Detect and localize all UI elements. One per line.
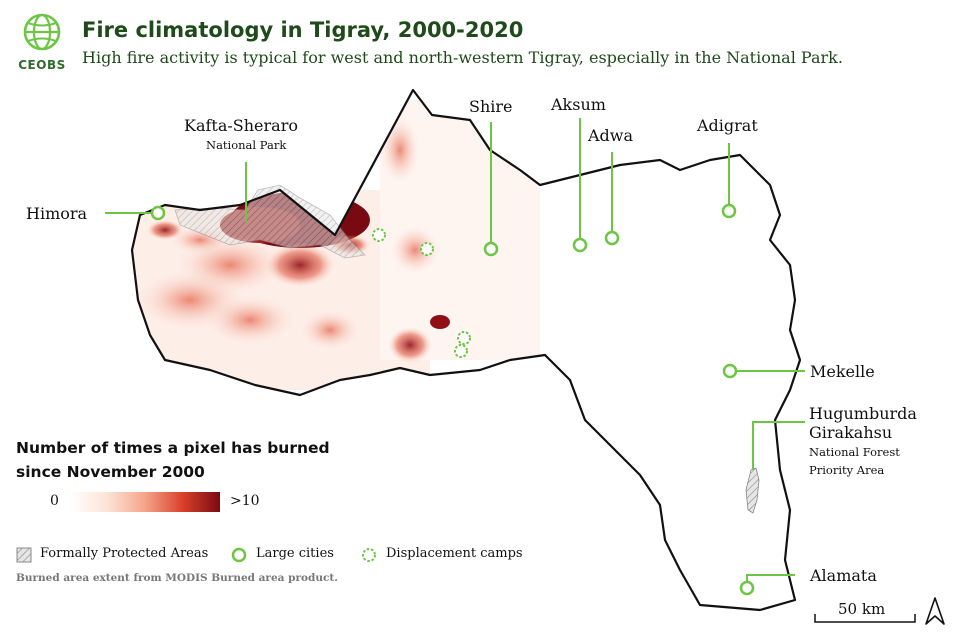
- camp-marker: [372, 228, 386, 242]
- label-hugumburda-sub2: Priority Area: [809, 463, 885, 477]
- camp-circle-icon: [362, 548, 376, 562]
- label-hugumburda-line2: Girakahsu: [809, 423, 893, 442]
- kafta-sheraro-protected-area: [174, 184, 366, 259]
- tigray-border: [130, 88, 802, 612]
- legend-ramp-max: >10: [230, 493, 260, 509]
- label-himora: Himora: [26, 204, 88, 223]
- label-adigrat: Adigrat: [697, 116, 758, 135]
- source-note: Burned area extent from MODIS Burned are…: [16, 572, 338, 584]
- ceobs-logo: CEOBS: [14, 12, 70, 72]
- displacement-camps: [372, 228, 471, 358]
- hugumburda-protected-area: [745, 467, 760, 514]
- camp-marker: [457, 331, 471, 345]
- legend-camps-label: Displacement camps: [386, 546, 523, 561]
- city-marker-alamata: [739, 580, 755, 596]
- logo-text: CEOBS: [18, 58, 66, 72]
- label-shire: Shire: [469, 97, 513, 116]
- label-alamata: Alamata: [810, 566, 877, 585]
- north-arrow-icon: [925, 597, 945, 625]
- large-cities: [150, 203, 755, 596]
- label-kafta-sheraro: Kafta-Sheraro: [184, 116, 298, 135]
- legend-cities-label: Large cities: [256, 546, 334, 561]
- legend-protected-label: Formally Protected Areas: [40, 546, 209, 561]
- hatch-swatch-icon: [16, 547, 32, 563]
- camp-marker: [454, 344, 468, 358]
- city-circle-icon: [231, 547, 247, 563]
- city-marker-aksum: [572, 237, 588, 253]
- label-aksum: Aksum: [551, 95, 606, 114]
- city-marker-shire: [483, 241, 499, 257]
- globe-icon: [23, 13, 61, 51]
- leader-lines: [105, 118, 805, 582]
- label-adwa: Adwa: [588, 126, 634, 145]
- city-marker-adwa: [604, 230, 620, 246]
- label-kafta-sheraro-sub: National Park: [206, 138, 287, 152]
- legend-color-ramp: [70, 492, 220, 512]
- city-marker-himora: [150, 205, 166, 221]
- page-subtitle: High fire activity is typical for west a…: [82, 48, 843, 67]
- label-mekelle: Mekelle: [810, 362, 875, 381]
- label-hugumburda-sub1: National Forest: [809, 445, 900, 459]
- camp-marker: [420, 242, 434, 256]
- label-hugumburda-line1: Hugumburda: [809, 404, 917, 423]
- city-marker-mekelle: [722, 363, 738, 379]
- scale-bar: [814, 614, 916, 623]
- scale-bar-label: 50 km: [838, 600, 886, 618]
- city-marker-adigrat: [721, 203, 737, 219]
- legend-ramp-min: 0: [50, 493, 59, 509]
- page-title: Fire climatology in Tigray, 2000-2020: [82, 18, 524, 42]
- legend-title: Number of times a pixel has burned since…: [16, 439, 330, 481]
